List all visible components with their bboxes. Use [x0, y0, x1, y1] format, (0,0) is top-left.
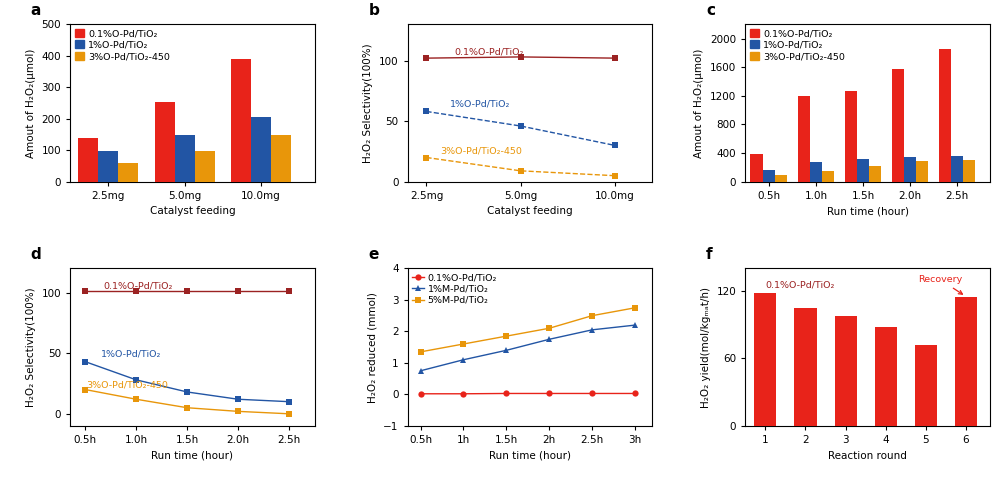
Bar: [835, 316, 857, 426]
Bar: [857, 159, 869, 182]
Bar: [754, 293, 776, 426]
Legend: 0.1%O-Pd/TiO₂, 1%O-Pd/TiO₂, 3%O-Pd/TiO₂-450: 0.1%O-Pd/TiO₂, 1%O-Pd/TiO₂, 3%O-Pd/TiO₂-…: [750, 29, 845, 61]
X-axis label: Catalyst feeding: Catalyst feeding: [487, 206, 573, 216]
Bar: [763, 170, 775, 182]
Bar: [916, 161, 928, 182]
Text: b: b: [369, 3, 379, 18]
Bar: [892, 69, 904, 182]
X-axis label: Catalyst feeding: Catalyst feeding: [150, 206, 235, 216]
Legend: 0.1%O-Pd/TiO₂, 1%O-Pd/TiO₂, 3%O-Pd/TiO₂-450: 0.1%O-Pd/TiO₂, 1%O-Pd/TiO₂, 3%O-Pd/TiO₂-…: [75, 29, 170, 61]
Text: 0.1%O-Pd/TiO₂: 0.1%O-Pd/TiO₂: [765, 280, 834, 289]
Text: 1%O-Pd/TiO₂: 1%O-Pd/TiO₂: [450, 100, 510, 108]
Bar: [231, 59, 251, 182]
Text: 0.1%O-Pd/TiO₂: 0.1%O-Pd/TiO₂: [103, 282, 173, 291]
X-axis label: Run time (hour): Run time (hour): [827, 206, 909, 216]
Text: 3%O-Pd/TiO₂-450: 3%O-Pd/TiO₂-450: [441, 147, 522, 156]
Text: c: c: [706, 3, 715, 18]
Bar: [118, 163, 138, 182]
Bar: [251, 117, 271, 182]
Bar: [939, 48, 951, 182]
Bar: [750, 154, 763, 182]
Bar: [951, 156, 963, 182]
Y-axis label: Amout of H₂O₂(μmol): Amout of H₂O₂(μmol): [694, 48, 704, 158]
Bar: [271, 136, 291, 182]
Bar: [78, 137, 98, 182]
Bar: [963, 160, 975, 182]
Bar: [904, 157, 916, 182]
X-axis label: Run time (hour): Run time (hour): [151, 451, 233, 460]
Bar: [875, 327, 897, 426]
Bar: [155, 102, 175, 182]
Text: 1%O-Pd/TiO₂: 1%O-Pd/TiO₂: [101, 350, 161, 359]
Bar: [98, 151, 118, 182]
Bar: [915, 345, 937, 426]
Bar: [798, 96, 810, 182]
Bar: [822, 171, 834, 182]
Bar: [955, 297, 977, 426]
Bar: [775, 175, 787, 182]
Bar: [810, 163, 822, 182]
Legend: 0.1%O-Pd/TiO₂, 1%M-Pd/TiO₂, 5%M-Pd/TiO₂: 0.1%O-Pd/TiO₂, 1%M-Pd/TiO₂, 5%M-Pd/TiO₂: [412, 273, 497, 305]
Y-axis label: H₂O₂ Selectivity(100%): H₂O₂ Selectivity(100%): [363, 43, 373, 163]
Bar: [794, 308, 817, 426]
Y-axis label: H₂O₂ reduced (mmol): H₂O₂ reduced (mmol): [368, 292, 378, 403]
Text: e: e: [369, 247, 379, 262]
Bar: [195, 151, 215, 182]
Text: a: a: [31, 3, 41, 18]
Y-axis label: H₂O₂ Selectivity(100%): H₂O₂ Selectivity(100%): [26, 287, 36, 407]
Bar: [869, 166, 881, 182]
Text: 0.1%O-Pd/TiO₂: 0.1%O-Pd/TiO₂: [455, 47, 524, 57]
X-axis label: Reaction round: Reaction round: [828, 451, 907, 460]
Bar: [175, 135, 195, 182]
Text: Recovery: Recovery: [918, 275, 962, 294]
Y-axis label: Amout of H₂O₂(μmol): Amout of H₂O₂(μmol): [26, 48, 36, 158]
Y-axis label: H₂O₂ yield(mol/kgₘₐt/h): H₂O₂ yield(mol/kgₘₐt/h): [701, 287, 711, 408]
Bar: [845, 91, 857, 182]
Text: 3%O-Pd/TiO₂-450: 3%O-Pd/TiO₂-450: [86, 380, 168, 389]
X-axis label: Run time (hour): Run time (hour): [489, 451, 571, 460]
Text: f: f: [706, 247, 713, 262]
Text: d: d: [31, 247, 42, 262]
